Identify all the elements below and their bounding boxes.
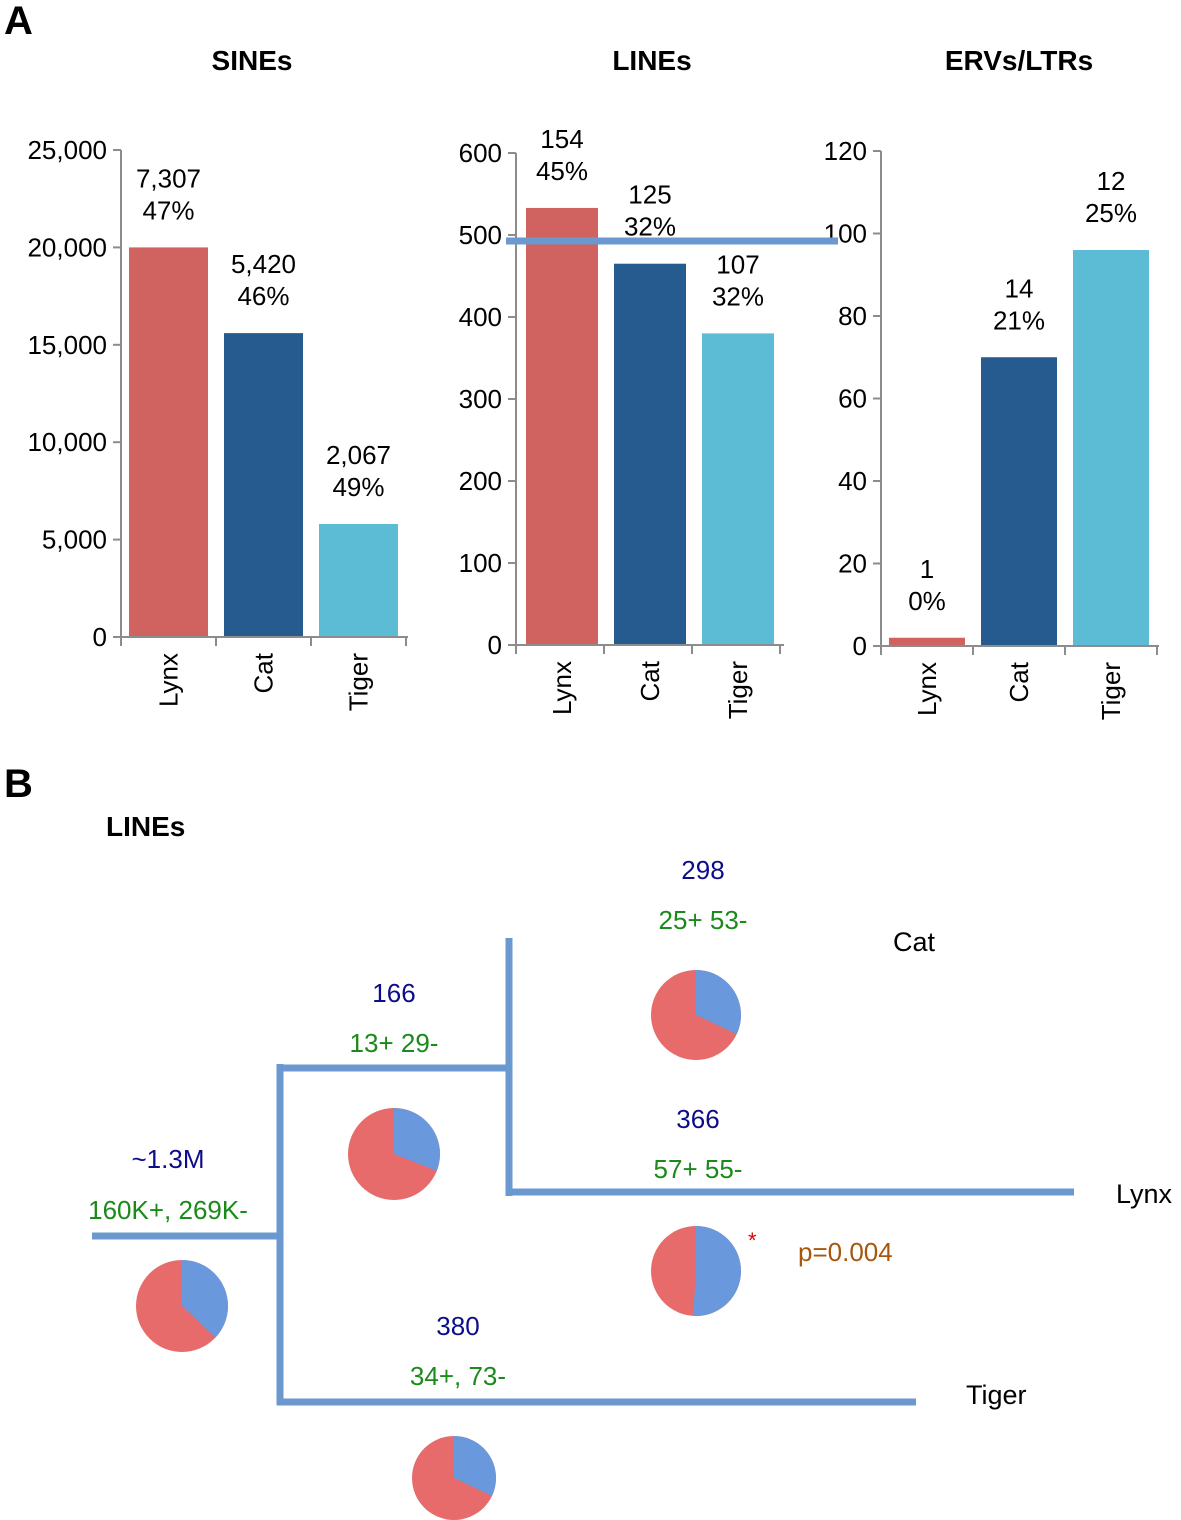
y-tick-label: 80 [838, 301, 867, 331]
category-label: Cat [1004, 661, 1034, 702]
y-tick-label: 20,000 [27, 232, 107, 262]
data-label-value: 2,067 [326, 440, 391, 470]
bar-lynx [526, 207, 598, 645]
tiger-pie [412, 1436, 497, 1520]
category-label: Cat [249, 652, 279, 693]
bar-lynx [889, 637, 965, 646]
category-label: Lynx [154, 653, 184, 707]
data-label-value: 125 [628, 180, 671, 210]
data-label-value: 5,420 [231, 249, 296, 279]
lynx-count: 366 [676, 1104, 719, 1134]
pie-slice-blue [394, 1108, 441, 1171]
pie-slice-blue [182, 1260, 229, 1338]
data-label-percent: 45% [536, 156, 588, 186]
data-label-percent: 46% [237, 281, 289, 311]
data-label-percent: 32% [624, 212, 676, 242]
root-count: ~1.3M [132, 1144, 205, 1174]
data-label-value: 1 [920, 554, 934, 584]
category-label: Cat [635, 660, 665, 701]
chart-title: LINEs [612, 45, 691, 76]
tree-title: LINEs [106, 811, 185, 842]
bar-cat [224, 333, 303, 637]
data-label-percent: 0% [908, 586, 946, 616]
root-pie [136, 1260, 229, 1352]
y-tick-label: 120 [824, 136, 867, 166]
cat-pie [651, 970, 742, 1060]
category-label: Tiger [1096, 662, 1126, 721]
pie-slice-blue [454, 1436, 497, 1496]
data-label-value: 14 [1005, 273, 1034, 303]
significance-star: * [748, 1228, 757, 1253]
data-label-value: 7,307 [136, 163, 201, 193]
data-label-percent: 49% [332, 472, 384, 502]
p-value: p=0.004 [798, 1237, 893, 1267]
lynx-pie [651, 1226, 741, 1316]
data-label-percent: 21% [993, 305, 1045, 335]
root-gain-loss: 160K+, 269K- [88, 1195, 248, 1225]
tiger-count: 380 [436, 1311, 479, 1341]
data-label-percent: 25% [1085, 198, 1137, 228]
y-tick-label: 5,000 [42, 525, 107, 555]
y-tick-label: 15,000 [27, 330, 107, 360]
y-tick-label: 100 [459, 548, 502, 578]
y-tick-label: 0 [488, 630, 502, 660]
pie-slice-blue [693, 1226, 741, 1316]
tiger-leaf-label: Tiger [966, 1380, 1027, 1410]
category-label: Tiger [723, 661, 753, 720]
cat-count: 298 [681, 855, 724, 885]
pie-slice-blue [696, 970, 742, 1035]
bar-tiger [1073, 250, 1149, 646]
chart-lines: LINEs15445%Lynx12532%Cat10732%Tiger01002… [459, 45, 784, 719]
data-label-value: 107 [716, 249, 759, 279]
cat-leaf-label: Cat [893, 927, 936, 957]
y-tick-label: 0 [853, 631, 867, 661]
bar-cat [614, 263, 686, 645]
chart-title: ERVs/LTRs [945, 45, 1093, 76]
phylogenetic-tree: ~1.3M 160K+, 269K- 166 13+ 29- 298 25+ 5… [88, 237, 1173, 1520]
category-label: Lynx [912, 662, 942, 716]
data-label-percent: 47% [142, 195, 194, 225]
chart-title: SINEs [212, 45, 293, 76]
y-tick-label: 400 [459, 302, 502, 332]
ancestor-gain-loss: 13+ 29- [350, 1028, 439, 1058]
data-label-value: 12 [1097, 166, 1126, 196]
y-tick-label: 200 [459, 466, 502, 496]
y-tick-label: 60 [838, 384, 867, 414]
category-label: Tiger [344, 653, 374, 712]
y-tick-label: 500 [459, 220, 502, 250]
bar-tiger [702, 333, 774, 645]
y-tick-label: 10,000 [27, 427, 107, 457]
tiger-gain-loss: 34+, 73- [410, 1361, 506, 1391]
y-tick-label: 600 [459, 138, 502, 168]
y-tick-label: 20 [838, 549, 867, 579]
cat-gain-loss: 25+ 53- [659, 905, 748, 935]
y-tick-label: 25,000 [27, 135, 107, 165]
ancestor-pie [348, 1108, 441, 1200]
data-label-percent: 32% [712, 281, 764, 311]
panel-a-label: A [4, 0, 33, 43]
lynx-leaf-label: Lynx [1116, 1179, 1173, 1209]
data-label-value: 154 [540, 124, 583, 154]
bar-cat [981, 357, 1057, 646]
ancestor-count: 166 [372, 978, 415, 1008]
bar-lynx [129, 247, 208, 637]
panel-b-label: B [4, 762, 33, 806]
y-tick-label: 40 [838, 466, 867, 496]
lynx-gain-loss: 57+ 55- [654, 1154, 743, 1184]
category-label: Lynx [547, 661, 577, 715]
bar-tiger [319, 524, 398, 637]
y-tick-label: 300 [459, 384, 502, 414]
y-tick-label: 0 [93, 622, 107, 652]
